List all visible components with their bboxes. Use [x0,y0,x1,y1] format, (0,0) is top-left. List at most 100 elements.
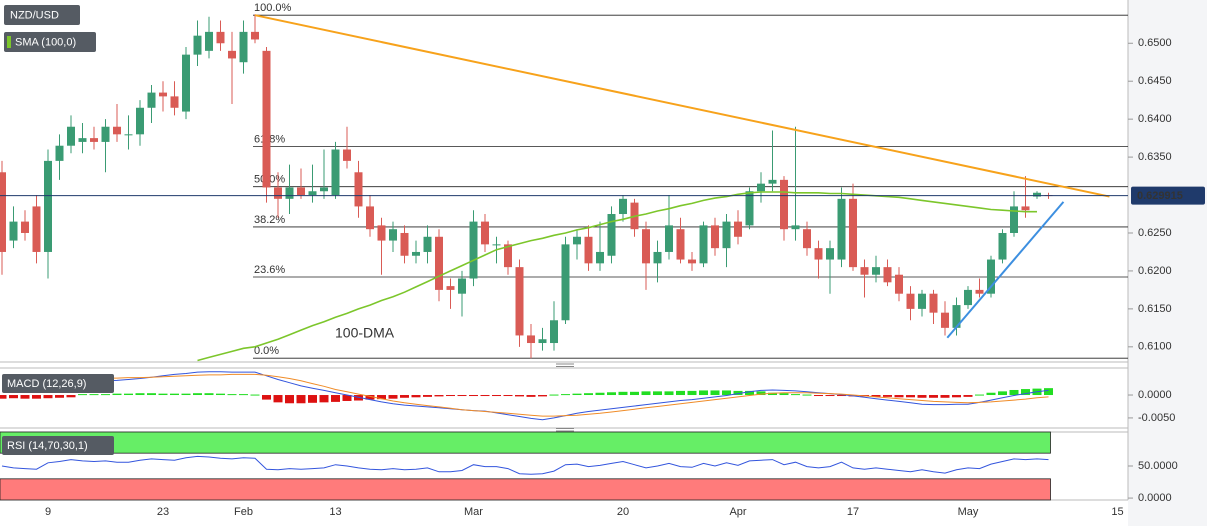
candle-body [9,221,18,241]
pane-handle [556,428,574,432]
price-axis-panel [1128,0,1207,526]
macd-histogram-bar [250,394,260,396]
macd-histogram-bar [526,395,536,397]
candle-body [159,92,167,97]
x-tick-label: 15 [1111,506,1123,518]
candle-body [849,198,857,268]
candle-body [412,251,420,256]
candle-body [918,293,926,309]
macd-histogram-bar [101,394,110,396]
candle-body [607,214,616,256]
candle-body [90,138,98,142]
candle-body [182,54,190,112]
candle-body [515,267,524,336]
candle-body [354,172,363,207]
candle-body [527,335,535,344]
symbol-label: NZD/USD [10,9,59,21]
macd-histogram-bar [319,395,329,403]
macd-histogram-bar [503,395,513,397]
candle-body [228,50,236,59]
rsi-line [1,455,1049,475]
candle-body [929,293,938,313]
fib-label: 38.2% [254,214,285,226]
candle-body [274,187,282,199]
macd-histogram-bar [871,395,881,397]
macd-histogram-bar [641,391,651,396]
macd-histogram-bar [802,394,812,396]
macd-histogram-bar [607,392,616,396]
macd-histogram-bar [112,393,122,396]
macd-histogram-bar [929,395,938,398]
macd-histogram-bar [699,390,708,396]
macd-histogram-bar [676,390,685,396]
macd-histogram-bar [825,395,835,397]
macd-histogram-bar [308,395,317,403]
y-tick-label: 0.0000 [1138,389,1172,401]
macd-histogram-bar [181,393,191,396]
symbol-box [4,5,80,25]
macd-histogram-bar [0,395,7,399]
candle-body [883,267,892,283]
candle-body [665,225,673,252]
macd-histogram-bar [515,395,524,397]
bands [0,431,1051,501]
macd-histogram-bar [480,395,490,397]
candle-body [446,286,455,290]
y-tick-label: 0.6500 [1138,37,1172,49]
candle-body [895,274,903,294]
macd-histogram-bar [89,394,99,396]
macd-histogram-bar [917,395,927,398]
indicator-box [4,32,96,52]
y-tick-label: 0.0000 [1138,492,1172,504]
macd-histogram-bar [66,395,76,398]
candle-body [561,244,570,321]
candle-body [285,187,294,199]
candle-body [308,191,317,196]
macd-histogram-bar [814,395,823,397]
macd-line [2,371,1049,421]
x-tick-label: 9 [45,506,51,518]
macd-histogram-bar [733,390,743,396]
x-tick-label: 17 [847,506,859,518]
candle-body [136,107,144,135]
macd-histogram-bar [377,395,386,400]
candle-body [170,96,179,108]
macd-histogram-bar [998,391,1007,396]
candle-body [55,145,64,161]
candle-body [584,236,593,264]
macd-histogram-bar [883,395,892,397]
candle-body [205,31,213,51]
y-tick-label: -0.0050 [1138,412,1175,424]
macd-histogram-bar [1009,389,1019,396]
candle-body [906,293,915,309]
macd-histogram-bar [342,395,352,401]
last-price-box [1131,186,1205,205]
candle-body [389,229,397,241]
macd-histogram-bar [239,394,248,396]
candle-body [550,320,558,344]
candle-body [768,179,777,184]
macd-histogram-bar [285,395,294,404]
fib-label: 100.0% [254,2,292,14]
candle-body [423,236,432,252]
macd-histogram-bar [365,395,375,400]
macd-histogram-bar [779,393,789,396]
candle-body [101,126,110,142]
candle-body [124,134,133,136]
candle-body [0,172,6,252]
candle-body [481,221,489,245]
macd-histogram-bar [561,394,570,396]
rsi-overbought-band [0,431,1051,454]
candle-body [734,221,742,237]
rsi-label: RSI (14,70,30,1) [7,440,88,452]
y-tick-label: 0.6250 [1138,227,1172,239]
candle-body [826,248,834,260]
macd-histogram-bar [630,391,639,396]
candle-body [872,267,880,275]
x-tick-label: 20 [617,506,629,518]
candle-body [239,31,248,63]
macd-histogram-bar [791,394,800,396]
y-tick-label: 0.6100 [1138,341,1172,353]
macd-histogram-bar [837,395,846,397]
candle-body [113,126,121,135]
